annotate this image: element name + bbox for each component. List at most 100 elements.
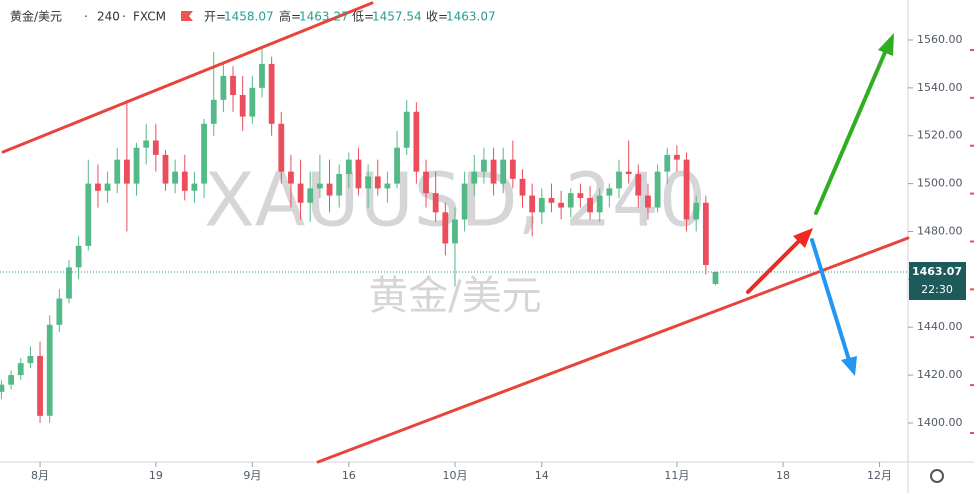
candle-body <box>500 159 507 184</box>
high-value: 1463.27 <box>299 10 349 24</box>
y-tick-label: 1540.00 <box>917 81 963 94</box>
candle-body <box>162 154 169 184</box>
drawings <box>1 1 910 464</box>
x-tick-label: 8月 <box>31 469 49 482</box>
gear[interactable] <box>930 469 944 483</box>
low-value: 1457.54 <box>372 10 422 24</box>
candle-body <box>567 193 574 208</box>
high-label: 高= <box>279 9 301 24</box>
candle-body <box>664 154 671 172</box>
candle-body <box>365 176 372 189</box>
candle-body <box>355 159 362 189</box>
candle-body <box>558 202 565 208</box>
candle-body <box>114 159 121 184</box>
last-price-box <box>909 262 966 301</box>
interval: 240 <box>97 10 120 24</box>
x-tick-label: 18 <box>776 469 790 482</box>
candle-body <box>645 195 651 208</box>
arrow-blue <box>810 238 851 362</box>
candle-body <box>316 183 323 189</box>
candle-body <box>210 99 217 124</box>
candle-body <box>529 195 536 213</box>
arrow-head <box>878 33 894 56</box>
open-label: 开= <box>204 10 226 24</box>
candle-body <box>104 183 111 191</box>
candle-body <box>577 193 584 198</box>
candle-body <box>259 63 265 88</box>
candle-body <box>538 197 545 213</box>
candle-body <box>191 183 198 191</box>
candle-body <box>384 183 391 189</box>
candle-body <box>461 183 468 220</box>
low-label: 低= <box>352 10 374 24</box>
candle-body <box>481 159 487 172</box>
candle-body <box>693 202 700 220</box>
candle-body <box>548 197 555 203</box>
candle-body <box>123 159 130 184</box>
candle-body <box>201 123 207 184</box>
candle-body <box>249 87 256 117</box>
candle-body <box>8 375 14 385</box>
arrow-red <box>746 236 804 294</box>
x-tick-label: 14 <box>535 469 549 482</box>
candle-body <box>46 324 53 416</box>
candle-body <box>230 75 236 96</box>
y-tick-label: 1480.00 <box>917 224 963 237</box>
candle-body <box>394 147 400 184</box>
x-tick-label: 16 <box>342 469 356 482</box>
candle-body <box>307 188 314 203</box>
candle-body <box>56 298 63 325</box>
candle-body <box>490 159 497 184</box>
arrow-head <box>841 356 857 376</box>
candle-body <box>85 183 92 246</box>
countdown: 22:30 <box>921 283 953 296</box>
candle-body <box>519 178 526 196</box>
y-tick-label: 1500.00 <box>917 177 963 190</box>
settings-icon[interactable] <box>930 469 944 483</box>
x-tick-label: 19 <box>149 469 163 482</box>
y-tick-label: 1520.00 <box>917 129 963 142</box>
candle-body <box>297 183 304 203</box>
candle-body <box>702 202 709 265</box>
candle-body <box>635 174 642 196</box>
close-value: 1463.07 <box>446 10 496 24</box>
candle-body <box>712 272 719 284</box>
candle-body <box>95 183 101 191</box>
candle-body <box>616 171 622 189</box>
candle-body <box>152 140 159 155</box>
legend-header: 黄金/美元 · 240 · FXCM 开= 1458.07 高= 1463.27… <box>10 9 496 24</box>
candle-body <box>587 197 593 213</box>
candle-body <box>133 147 140 184</box>
arrow-head <box>793 228 813 248</box>
candle-body <box>239 95 246 117</box>
close-label: 收= <box>426 10 448 24</box>
y-tick-label: 1400.00 <box>917 416 963 429</box>
trend-line-lower <box>316 236 910 464</box>
candle-body <box>37 355 43 416</box>
candle-body <box>442 212 449 244</box>
symbol: 黄金/美元 <box>10 9 62 24</box>
candle-body <box>17 363 24 376</box>
candle-body <box>683 159 690 220</box>
candle-body <box>336 174 343 196</box>
candle-body <box>596 195 603 213</box>
candle-body <box>654 171 661 208</box>
candle-body <box>66 267 72 299</box>
candle-body <box>625 171 632 175</box>
candle-body <box>220 75 227 100</box>
candle-body <box>345 159 352 175</box>
candle-body <box>471 171 478 184</box>
x-tick-label: 9月 <box>243 469 261 482</box>
candle-body <box>75 245 82 268</box>
separator: · <box>84 10 88 24</box>
y-tick-label: 1420.00 <box>917 368 963 381</box>
trend-line-upper <box>1 1 374 154</box>
candle-body <box>432 193 439 213</box>
candle-body <box>403 111 410 148</box>
x-tick-label: 11月 <box>664 469 689 482</box>
y-tick-label: 1440.00 <box>917 320 963 333</box>
candle-body <box>413 111 420 172</box>
candle-body <box>278 123 285 172</box>
candle-body <box>606 188 613 196</box>
